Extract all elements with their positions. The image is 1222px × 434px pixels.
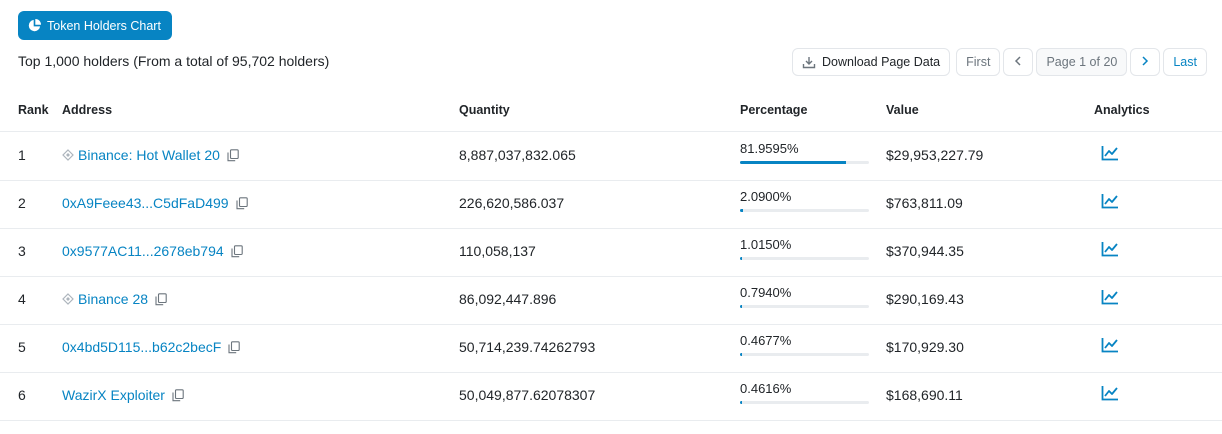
value-cell: $290,169.43 bbox=[886, 291, 964, 307]
table-row: 1 Binance: Hot Wallet 20 8,887,037,832.065… bbox=[0, 132, 1222, 181]
chevron-right-icon bbox=[1141, 55, 1149, 69]
rank-cell: 5 bbox=[18, 339, 26, 355]
percentage-text: 1.0150% bbox=[740, 237, 792, 252]
address-link[interactable]: Binance 28 bbox=[78, 291, 149, 307]
page-indicator: Page 1 of 20 bbox=[1036, 48, 1128, 76]
address-cell: 0x9577AC11...2678eb794 bbox=[62, 243, 243, 259]
copy-icon[interactable] bbox=[155, 292, 167, 306]
address-cell: 0xA9Feee43...C5dFaD499 bbox=[62, 195, 248, 211]
percentage-cell: 1.0150% bbox=[740, 237, 869, 260]
quantity-cell: 226,620,586.037 bbox=[459, 195, 565, 211]
token-holders-chart-button[interactable]: Token Holders Chart bbox=[18, 11, 172, 40]
download-icon bbox=[802, 56, 816, 69]
analytics-chart-icon[interactable] bbox=[1101, 193, 1119, 209]
value-header: Value bbox=[886, 103, 919, 117]
table-row: 6 WazirX Exploiter 50,049,877.62078307 0.46… bbox=[0, 372, 1222, 421]
percentage-bar-fill bbox=[740, 257, 742, 260]
percentage-bar bbox=[740, 353, 869, 356]
analytics-chart-icon[interactable] bbox=[1101, 385, 1119, 401]
table-row: 5 0x4bd5D115...b62c2becF 50,714,239.742627… bbox=[0, 324, 1222, 373]
percentage-bar-fill bbox=[740, 401, 742, 404]
analytics-chart-icon[interactable] bbox=[1101, 145, 1119, 161]
percentage-bar-fill bbox=[740, 305, 742, 308]
analytics-chart-icon[interactable] bbox=[1101, 241, 1119, 257]
quantity-cell: 50,049,877.62078307 bbox=[459, 387, 596, 403]
table-header: Rank Address Quantity Percentage Value A… bbox=[0, 92, 1222, 132]
percentage-text: 81.9595% bbox=[740, 141, 799, 156]
address-cell: Binance 28 bbox=[62, 291, 167, 307]
first-page-button[interactable]: First bbox=[956, 48, 1001, 76]
percentage-header: Percentage bbox=[740, 103, 808, 117]
percentage-bar bbox=[740, 401, 869, 404]
value-cell: $370,944.35 bbox=[886, 243, 964, 259]
analytics-chart-icon[interactable] bbox=[1101, 289, 1119, 305]
copy-icon[interactable] bbox=[172, 388, 184, 402]
quantity-cell: 110,058,137 bbox=[459, 243, 536, 259]
address-link[interactable]: Binance: Hot Wallet 20 bbox=[78, 147, 220, 163]
chevron-left-icon bbox=[1014, 55, 1022, 69]
percentage-bar bbox=[740, 305, 869, 308]
address-link[interactable]: 0x4bd5D115...b62c2becF bbox=[62, 339, 222, 355]
percentage-bar bbox=[740, 161, 869, 164]
percentage-bar-fill bbox=[740, 161, 846, 164]
last-page-button[interactable]: Last bbox=[1163, 48, 1207, 76]
address-link[interactable]: WazirX Exploiter bbox=[62, 387, 165, 403]
rank-cell: 4 bbox=[18, 291, 26, 307]
address-link[interactable]: 0x9577AC11...2678eb794 bbox=[62, 243, 224, 259]
rank-cell: 6 bbox=[18, 387, 26, 403]
table-toolbar: Download Page Data First Page 1 of 20 La… bbox=[786, 48, 1207, 76]
quantity-cell: 8,887,037,832.065 bbox=[459, 147, 576, 163]
rank-cell: 1 bbox=[18, 147, 26, 163]
percentage-text: 0.4616% bbox=[740, 381, 792, 396]
address-cell: Binance: Hot Wallet 20 bbox=[62, 147, 239, 163]
percentage-bar bbox=[740, 209, 869, 212]
value-cell: $170,929.30 bbox=[886, 339, 964, 355]
tag-icon bbox=[62, 293, 74, 305]
copy-icon[interactable] bbox=[227, 148, 239, 162]
percentage-bar-fill bbox=[740, 209, 743, 212]
download-page-data-button[interactable]: Download Page Data bbox=[792, 48, 951, 76]
tag-icon bbox=[62, 149, 74, 161]
quantity-cell: 50,714,239.74262793 bbox=[459, 339, 596, 355]
table-row: 3 0x9577AC11...2678eb794 110,058,137 1.0150… bbox=[0, 228, 1222, 277]
copy-icon[interactable] bbox=[236, 196, 248, 210]
percentage-bar bbox=[740, 257, 869, 260]
analytics-header: Analytics bbox=[1094, 103, 1150, 117]
value-cell: $763,811.09 bbox=[886, 195, 963, 211]
token-holders-chart-label: Token Holders Chart bbox=[47, 18, 161, 33]
value-cell: $29,953,227.79 bbox=[886, 147, 984, 163]
percentage-cell: 0.4616% bbox=[740, 381, 869, 404]
table-row: 4 Binance 28 86,092,447.896 0.7940% $290,169… bbox=[0, 276, 1222, 325]
percentage-cell: 0.4677% bbox=[740, 333, 869, 356]
pie-chart-icon bbox=[28, 19, 41, 32]
address-header: Address bbox=[62, 103, 113, 117]
address-link[interactable]: 0xA9Feee43...C5dFaD499 bbox=[62, 195, 229, 211]
rank-cell: 3 bbox=[18, 243, 26, 259]
percentage-text: 0.7940% bbox=[740, 285, 792, 300]
percentage-cell: 0.7940% bbox=[740, 285, 869, 308]
rank-header: Rank bbox=[18, 103, 49, 117]
previous-page-button[interactable] bbox=[1003, 48, 1034, 76]
value-cell: $168,690.11 bbox=[886, 387, 963, 403]
address-cell: 0x4bd5D115...b62c2becF bbox=[62, 339, 241, 355]
holders-summary: Top 1,000 holders (From a total of 95,70… bbox=[18, 53, 330, 69]
table-row: 2 0xA9Feee43...C5dFaD499 226,620,586.037 2.… bbox=[0, 180, 1222, 229]
quantity-cell: 86,092,447.896 bbox=[459, 291, 557, 307]
copy-icon[interactable] bbox=[231, 244, 243, 258]
rank-cell: 2 bbox=[18, 195, 26, 211]
download-label: Download Page Data bbox=[822, 55, 941, 69]
percentage-cell: 81.9595% bbox=[740, 141, 869, 164]
percentage-bar-fill bbox=[740, 353, 742, 356]
address-cell: WazirX Exploiter bbox=[62, 387, 184, 403]
percentage-text: 0.4677% bbox=[740, 333, 792, 348]
percentage-text: 2.0900% bbox=[740, 189, 792, 204]
percentage-cell: 2.0900% bbox=[740, 189, 869, 212]
analytics-chart-icon[interactable] bbox=[1101, 337, 1119, 353]
quantity-header: Quantity bbox=[459, 103, 510, 117]
next-page-button[interactable] bbox=[1130, 48, 1161, 76]
copy-icon[interactable] bbox=[228, 340, 241, 354]
